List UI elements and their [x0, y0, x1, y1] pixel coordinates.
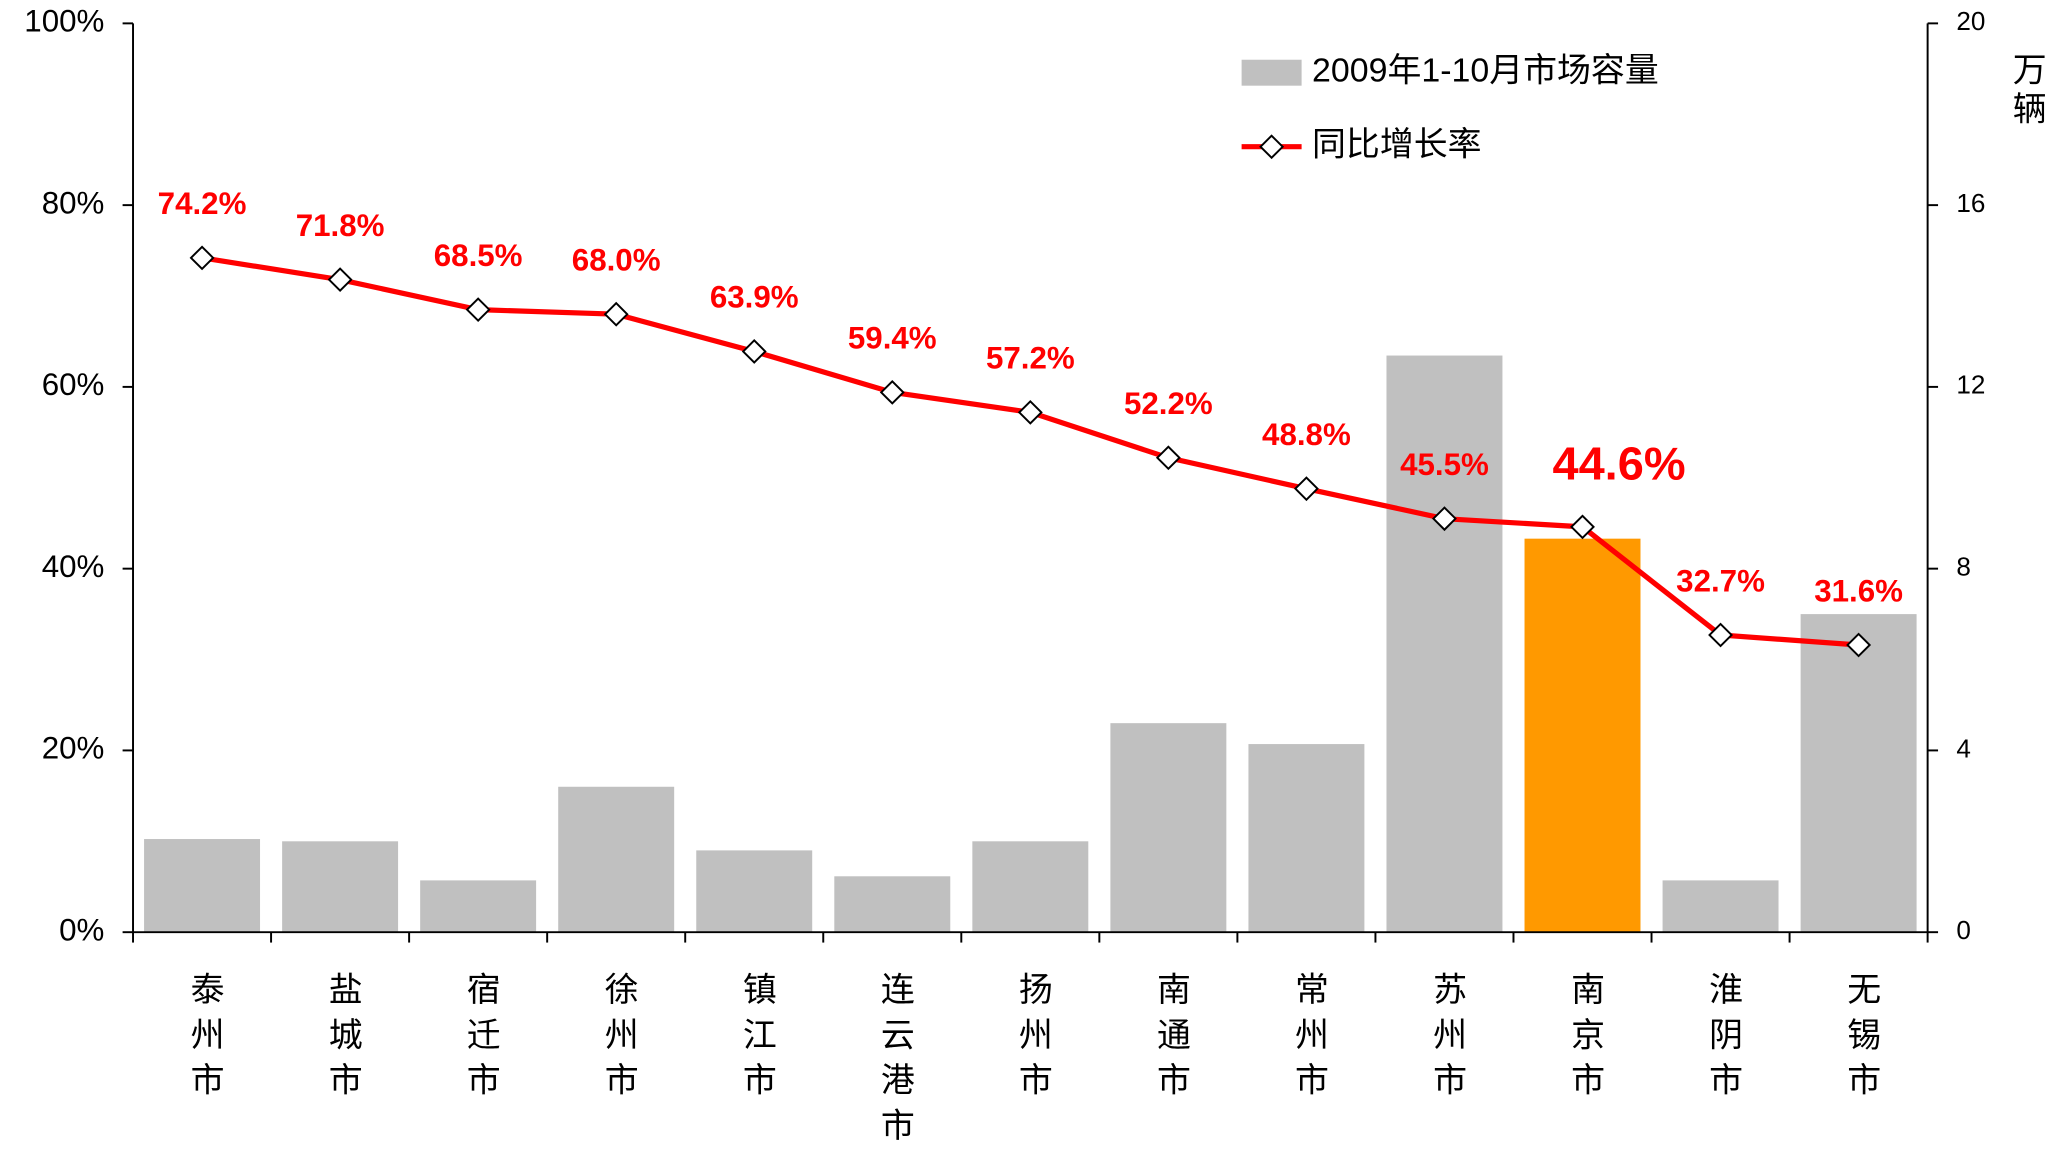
- marker: [189, 245, 215, 271]
- legend-label: 2009年1-10月市场容量: [1312, 52, 1659, 90]
- data-label: 68.5%: [434, 238, 523, 273]
- x-tick-label: 盐城市: [323, 971, 361, 1108]
- y2-tick-label: 16: [1956, 188, 1985, 218]
- marker: [603, 301, 629, 327]
- bar: [1800, 614, 1917, 933]
- y2-tick-label: 0: [1956, 915, 1971, 945]
- bar: [420, 880, 537, 933]
- x-tick-label: 宿迁市: [461, 971, 499, 1108]
- marker: [1293, 476, 1319, 502]
- y2-tick-label: 20: [1956, 6, 1985, 36]
- marker: [1846, 632, 1872, 658]
- data-label: 68.0%: [572, 243, 661, 278]
- bar: [1110, 723, 1227, 933]
- data-label: 44.6%: [1552, 438, 1685, 490]
- bar: [1248, 744, 1365, 933]
- marker: [1570, 514, 1595, 540]
- x-tick-label: 镇江市: [737, 971, 775, 1108]
- y-tick-label: 80%: [42, 185, 105, 220]
- y2-axis-label: 万辆: [2007, 52, 2045, 130]
- bar: [1386, 355, 1503, 933]
- bar: [696, 850, 813, 933]
- marker: [327, 267, 353, 293]
- bar: [144, 839, 261, 933]
- marker: [465, 297, 491, 323]
- data-label: 74.2%: [158, 186, 247, 221]
- x-tick-label: 苏州市: [1427, 971, 1466, 1108]
- x-tick-label: 南通市: [1151, 971, 1189, 1108]
- bar: [1662, 880, 1779, 933]
- data-label: 45.5%: [1400, 447, 1489, 482]
- marker: [879, 379, 905, 405]
- data-label: 71.8%: [296, 208, 385, 243]
- y-tick-label: 20%: [42, 731, 105, 766]
- legend-swatch: [1241, 59, 1302, 86]
- data-label: 32.7%: [1676, 563, 1765, 598]
- data-label: 59.4%: [848, 321, 937, 356]
- y-tick-label: 60%: [42, 367, 105, 402]
- data-label: 31.6%: [1814, 573, 1903, 608]
- marker: [1155, 445, 1181, 471]
- x-tick-label: 无锡市: [1842, 971, 1880, 1107]
- x-tick-label: 徐州市: [599, 971, 638, 1108]
- legend-marker: [1259, 134, 1285, 160]
- y2-tick-label: 4: [1956, 733, 1971, 763]
- bar: [972, 841, 1089, 933]
- x-tick-label: 连云港市: [875, 971, 913, 1149]
- bar: [558, 786, 675, 933]
- marker: [741, 339, 767, 364]
- marker: [1432, 506, 1457, 532]
- data-label: 52.2%: [1124, 386, 1213, 421]
- marker: [1708, 622, 1734, 648]
- bar: [282, 841, 399, 933]
- bar: [1524, 538, 1641, 933]
- legend-label: 同比增长率: [1312, 126, 1482, 164]
- x-tick-label: 南京市: [1566, 971, 1604, 1108]
- bar: [834, 876, 951, 933]
- marker: [1017, 399, 1043, 425]
- data-label: 57.2%: [986, 341, 1075, 376]
- x-tick-label: 扬州市: [1013, 971, 1052, 1108]
- y-tick-label: 0%: [59, 912, 104, 947]
- y2-tick-label: 8: [1956, 552, 1971, 582]
- y2-tick-label: 12: [1956, 370, 1985, 400]
- data-label: 48.8%: [1262, 417, 1351, 452]
- data-label: 63.9%: [710, 280, 799, 315]
- y-tick-label: 100%: [24, 4, 104, 39]
- y-tick-label: 40%: [42, 549, 105, 584]
- x-tick-label: 淮阴市: [1704, 971, 1742, 1107]
- x-tick-label: 常州市: [1289, 971, 1328, 1107]
- x-tick-label: 泰州市: [185, 971, 224, 1108]
